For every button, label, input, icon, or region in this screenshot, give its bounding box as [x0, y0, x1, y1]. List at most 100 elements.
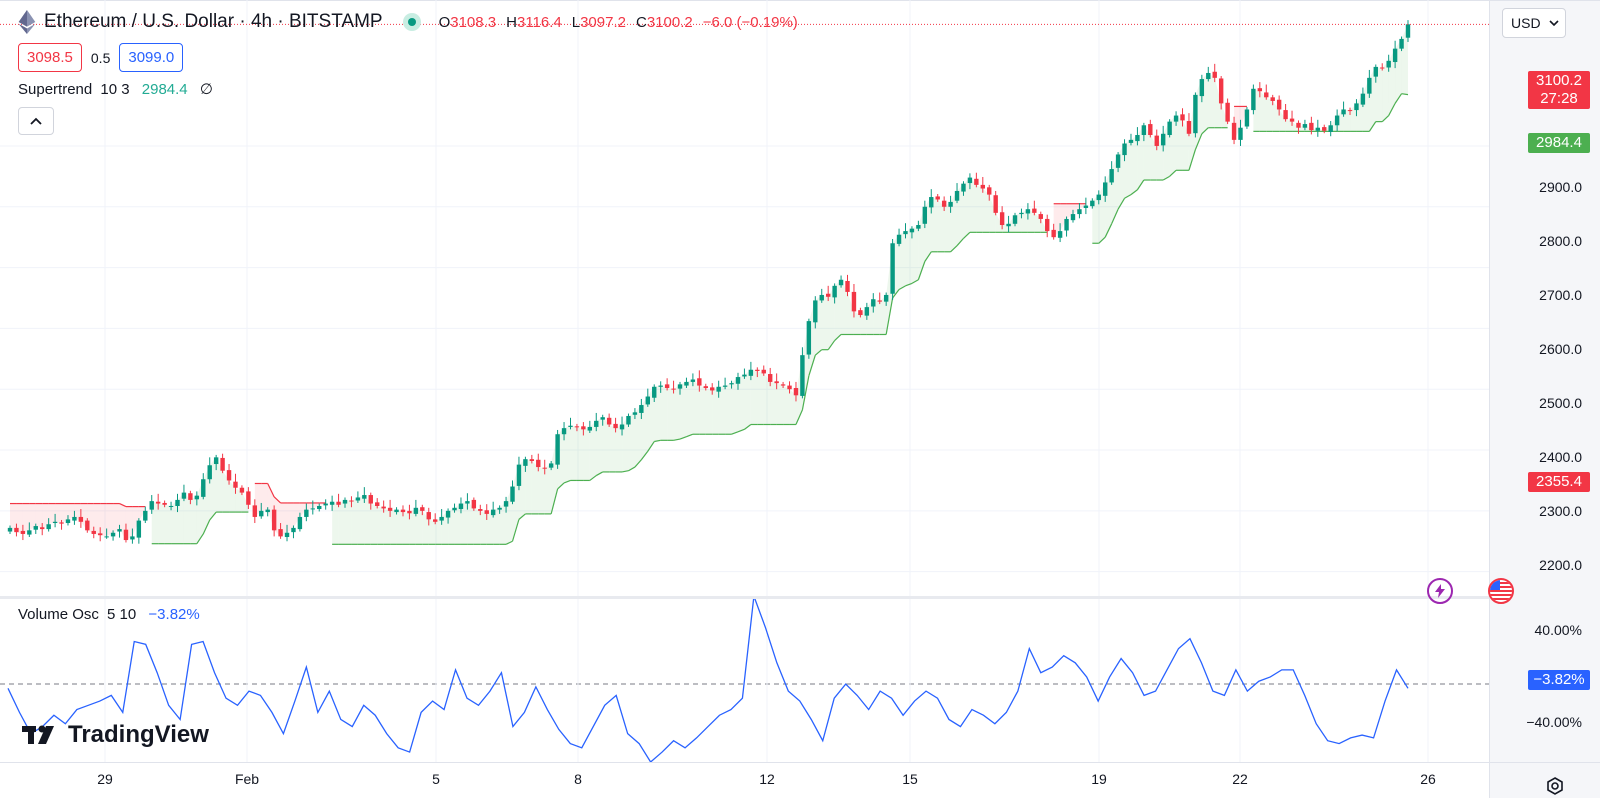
supertrend-fill	[10, 503, 17, 533]
candle-body	[1360, 93, 1366, 105]
candle-body	[52, 521, 58, 524]
spread-value: 0.5	[90, 49, 111, 66]
tradingview-logo[interactable]: TradingView	[22, 721, 209, 749]
supertrend-fill	[725, 383, 732, 435]
us-flag-icon[interactable]	[1488, 578, 1514, 604]
candle-body	[838, 279, 844, 286]
candle-body	[735, 377, 741, 384]
supertrend-fill	[29, 503, 36, 531]
supertrend-fill	[1092, 194, 1099, 244]
volume-osc-line	[7, 599, 1409, 762]
candle-body	[858, 310, 863, 316]
candle-body	[999, 212, 1005, 226]
buy-button[interactable]: 3099.0	[119, 43, 184, 72]
candle-body	[561, 428, 567, 435]
candle-body	[716, 386, 721, 392]
supertrend-line	[628, 466, 636, 472]
candle-body	[774, 381, 779, 384]
sell-button[interactable]: 3098.5	[18, 43, 82, 72]
supertrend-fill	[847, 291, 854, 335]
lightning-icon[interactable]	[1427, 578, 1453, 604]
supertrend-fill	[770, 381, 777, 425]
collapse-legend-button[interactable]	[18, 107, 54, 135]
candle-body	[877, 300, 882, 302]
supertrend-fill	[699, 385, 706, 435]
supertrend-fill	[783, 385, 790, 425]
candle-body	[993, 195, 998, 213]
currency-select[interactable]: USD	[1502, 8, 1566, 38]
candle-body	[574, 426, 580, 428]
candle-body	[1019, 212, 1024, 215]
supertrend-fill	[113, 503, 120, 533]
supertrend-fill	[100, 503, 107, 537]
candle-body	[271, 509, 277, 531]
candle-body	[961, 183, 966, 192]
candle-body	[323, 503, 328, 506]
candle-body	[581, 426, 586, 430]
candle-body	[555, 434, 560, 465]
candle-body	[503, 501, 509, 507]
symbol-header[interactable]: Ethereum / U.S. Dollar · 4h · BITSTAMP O…	[18, 8, 798, 36]
time-tick: 22	[1232, 771, 1248, 787]
supertrend-line	[679, 436, 687, 440]
supertrend-fill	[596, 417, 603, 476]
candle-body	[568, 425, 573, 427]
candle-body	[1289, 118, 1295, 122]
supertrend-fill	[280, 502, 288, 537]
candle-body	[136, 520, 142, 538]
supertrend-fill	[737, 374, 745, 432]
candle-body	[1380, 67, 1385, 69]
candle-body	[954, 190, 960, 201]
candle-body	[40, 527, 45, 530]
supertrend-fill	[1292, 121, 1299, 132]
supertrend-line	[557, 482, 565, 490]
candle-body	[1057, 231, 1063, 238]
supertrend-legend[interactable]: Supertrend 10 3 2984.4 ∅	[18, 80, 213, 98]
symbol-title[interactable]: Ethereum / U.S. Dollar · 4h · BITSTAMP	[44, 11, 383, 32]
supertrend-fill	[1266, 97, 1273, 132]
candle-body	[1193, 94, 1198, 134]
candle-body	[297, 516, 303, 530]
supertrend-fill	[828, 285, 835, 350]
supertrend-fill	[776, 383, 784, 425]
price-pane[interactable]	[0, 0, 1489, 596]
candle-body	[1148, 124, 1153, 136]
ohlc-change: −6.0 (−0.19%)	[702, 13, 798, 31]
volume-osc-legend[interactable]: Volume Osc 5 10 −3.82%	[18, 606, 200, 623]
top-border	[0, 0, 1600, 1]
candle-body	[439, 516, 444, 521]
candle-body	[703, 386, 708, 389]
supertrend-fill	[763, 373, 771, 425]
supertrend-line	[924, 251, 932, 262]
supertrend-fill	[138, 506, 146, 521]
candle-body	[91, 530, 96, 534]
supertrend-fill	[216, 457, 223, 513]
candle-body	[27, 530, 32, 535]
supertrend-fill	[93, 503, 101, 536]
candle-body	[1141, 125, 1147, 136]
candle-body	[677, 384, 683, 389]
candle-body	[761, 369, 766, 374]
supertrend-line	[518, 513, 526, 520]
supertrend-fill	[345, 499, 352, 545]
candle-body	[825, 293, 831, 297]
supertrend-line	[898, 285, 906, 291]
candle-body	[1051, 229, 1056, 238]
candle-body	[1025, 209, 1031, 214]
candle-body	[46, 524, 51, 530]
candle-body	[548, 463, 554, 468]
time-tick: 29	[97, 771, 113, 787]
candle-body	[181, 492, 187, 499]
supertrend-line	[905, 282, 913, 287]
gear-icon[interactable]	[1545, 776, 1565, 796]
candle-body	[497, 507, 502, 510]
price-tick: 2400.0	[1539, 449, 1582, 465]
candle-body	[432, 519, 438, 522]
supertrend-fill	[222, 470, 230, 513]
candle-body	[400, 509, 406, 513]
candle-body	[948, 201, 953, 207]
oscillator-pane[interactable]	[0, 599, 1489, 762]
candle-body	[645, 396, 650, 405]
candle-body	[1167, 121, 1172, 136]
